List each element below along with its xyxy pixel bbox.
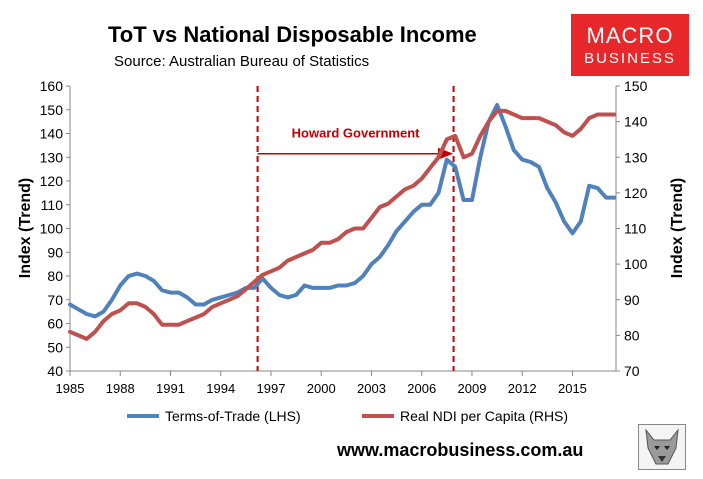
logo-line1: MACRO	[586, 23, 674, 48]
wolf-mascot-icon	[638, 424, 686, 470]
legend-label-1: Terms-of-Trade (LHS)	[165, 408, 301, 424]
x-tick-label: 1985	[56, 381, 85, 396]
right-tick-label: 100	[624, 256, 648, 272]
left-tick-label: 70	[47, 292, 63, 308]
x-tick-label: 2000	[307, 381, 336, 396]
macrobusiness-logo[interactable]: MACRO BUSINESS	[571, 14, 689, 76]
chart-title: ToT vs National Disposable Income	[108, 22, 477, 47]
right-axis: 70 80 90 100 110 120 130 140 150	[616, 78, 648, 379]
series-lines	[68, 103, 617, 341]
right-tick-label: 120	[624, 185, 648, 201]
right-tick-label: 150	[624, 78, 648, 94]
left-tick-label: 60	[47, 316, 63, 332]
annotation-label: Howard Government	[292, 126, 421, 141]
x-axis: 1985 1988 1991 1994 1997 2000 2003 2006 2009 2012…	[56, 371, 587, 396]
x-tick-label: 1997	[257, 381, 286, 396]
series-line-1	[68, 103, 617, 319]
logo-line2: BUSINESS	[584, 50, 676, 67]
right-tick-label: 70	[624, 363, 640, 379]
footer-url[interactable]: www.macrobusiness.com.au	[337, 440, 584, 460]
legend: Terms-of-Trade (LHS) Real NDI per Capita …	[127, 408, 568, 424]
left-tick-label: 90	[47, 244, 63, 260]
left-tick-label: 110	[41, 197, 64, 213]
x-tick-label: 1988	[106, 381, 135, 396]
x-tick-label: 1994	[206, 381, 235, 396]
x-tick-label: 2006	[407, 381, 436, 396]
left-tick-label: 160	[40, 78, 64, 94]
legend-label-2: Real NDI per Capita (RHS)	[400, 408, 568, 424]
x-tick-label: 2015	[558, 381, 587, 396]
right-tick-label: 110	[624, 221, 647, 237]
right-tick-label: 130	[624, 149, 648, 165]
left-tick-label: 130	[40, 149, 64, 165]
left-axis: 40 50 60 70 80 90 100 110 120 130 140 150 160	[40, 78, 70, 379]
left-tick-label: 50	[47, 339, 63, 355]
x-tick-label: 1991	[156, 381, 185, 396]
x-tick-label: 2003	[357, 381, 386, 396]
x-tick-label: 2009	[458, 381, 487, 396]
y-axis-label-right: Index (Trend)	[669, 178, 686, 278]
howard-government-annotation: Howard Government	[256, 86, 455, 371]
right-tick-label: 140	[624, 114, 648, 130]
right-tick-label: 90	[624, 292, 640, 308]
left-tick-label: 150	[40, 102, 64, 118]
right-tick-label: 80	[624, 327, 640, 343]
y-axis-label-left: Index (Trend)	[17, 178, 34, 278]
left-tick-label: 140	[40, 126, 64, 142]
series-line-2	[68, 108, 617, 341]
chart-subtitle: Source: Australian Bureau of Statistics	[114, 53, 370, 70]
left-tick-label: 40	[47, 363, 63, 379]
left-tick-label: 80	[47, 268, 63, 284]
x-tick-label: 2012	[508, 381, 537, 396]
left-tick-label: 120	[40, 173, 64, 189]
left-tick-label: 100	[40, 221, 64, 237]
